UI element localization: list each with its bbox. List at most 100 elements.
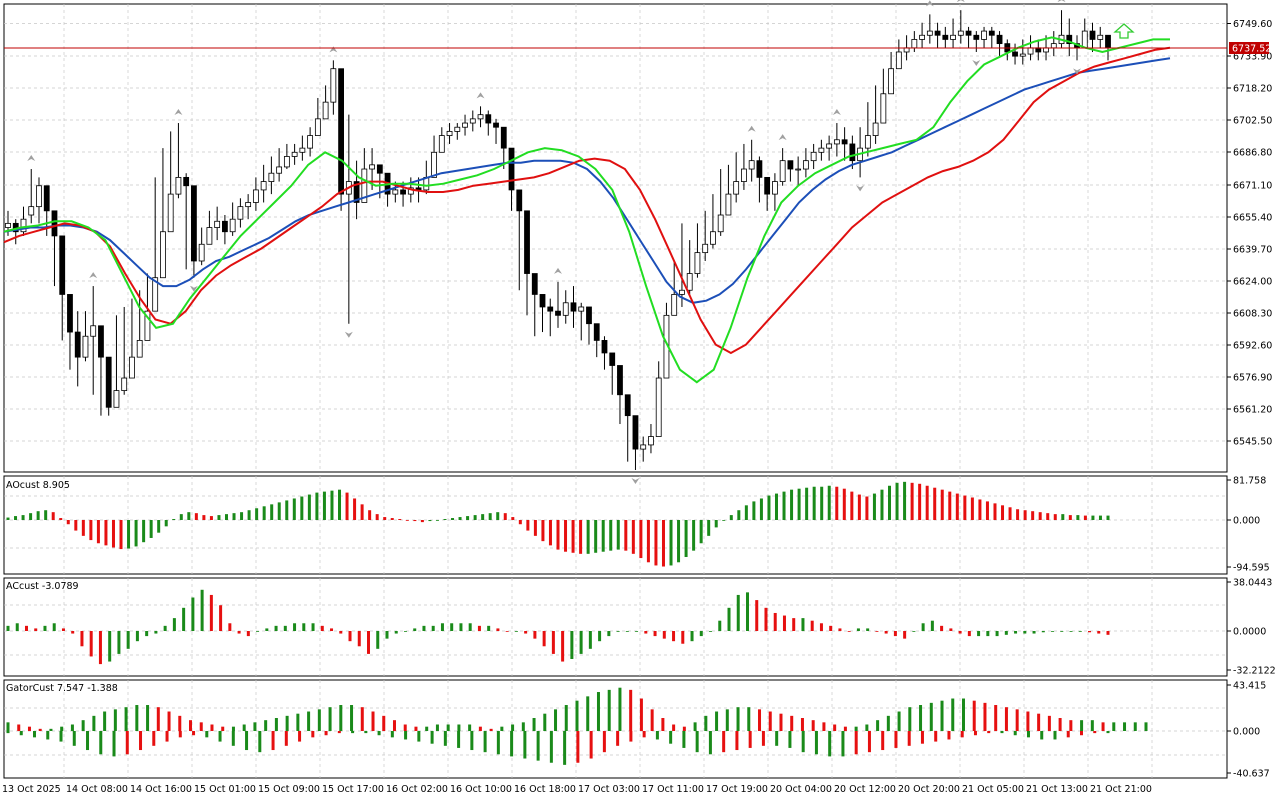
ac-bar [200,589,204,631]
gator-upper-bar [414,726,418,731]
time-tick-label: 21 Oct 05:00 [962,784,1024,795]
gator-upper-bar [274,718,278,731]
ao-bar [880,489,884,520]
gator-upper-bar [371,711,375,731]
ac-bar [1060,631,1064,632]
gator-upper-bar [1037,713,1041,731]
candle-body [818,147,825,153]
ac-bar [265,628,269,631]
gator-lower-bar [1053,731,1057,740]
candle-body [872,122,879,136]
ao-bar [292,498,296,520]
ao-bar [157,520,161,533]
gator-upper-bar [961,698,965,731]
gator-upper-bar [511,724,515,731]
ao-bar [1023,510,1027,520]
ao-bar [172,519,176,520]
ac-bar [949,628,953,631]
ao-bar [948,491,952,520]
fractal-up-icon [956,0,965,3]
candle-body [1027,47,1034,55]
candle-body [1081,30,1088,49]
gator-lower-bar [99,731,103,755]
ao-bar [322,491,326,520]
candle-body [206,227,213,245]
gator-upper-bar [521,722,525,731]
ao-bar [1106,515,1110,520]
price-tick-label: 6576.90 [1233,373,1272,384]
gator-upper-bar [843,726,847,731]
candle-body [1105,34,1111,49]
ao-bar [646,520,650,563]
gator-upper-bar [1112,722,1116,731]
ac-bar [958,631,962,634]
ao-bar [443,519,447,520]
ac-bar [293,623,297,631]
ao-bar [375,514,379,520]
gator-upper-bar [800,718,804,731]
gator-upper-bar [1004,707,1008,731]
ao-bar [910,482,914,520]
ao-bar [134,520,138,547]
ac-bar [598,631,602,642]
gator-upper-bar [135,705,139,731]
ac-bar [792,618,796,631]
ao-bar [300,496,304,520]
time-tick-label: 17 Oct 19:00 [706,784,768,795]
ao-bar [985,501,989,520]
candle-body [539,294,546,308]
candle-body [237,206,244,220]
time-tick-label: 13 Oct 2025 [2,784,61,795]
candle-body [167,193,174,233]
candle-body [82,335,89,358]
gator-lower-bar [311,731,315,738]
ao-bar [1046,513,1050,520]
ac-bar [1041,631,1045,633]
ao-bar [895,482,899,520]
gator-upper-bar [586,696,590,731]
gator-lower-bar [72,731,76,746]
ac-bar [921,623,925,631]
candle-body [624,394,631,417]
time-tick-label: 15 Oct 01:00 [194,784,256,795]
gator-upper-bar [210,724,214,731]
gator-lower-bar [483,731,487,753]
candle-body [245,202,252,208]
gator-lower-bar [841,731,845,757]
gator-upper-bar [307,711,311,731]
ao-bar [405,520,409,521]
gator-upper-bar [425,726,429,731]
ao-bar [44,510,48,520]
candle-body [144,310,151,341]
ao-bar [714,520,718,528]
gator-upper-bar [92,715,96,731]
ao-bar [59,518,63,520]
gator-lower-bar [629,731,633,742]
ao-bar [918,483,922,520]
candle-body [20,218,27,233]
ao-bar [488,513,492,520]
ac-bar [339,631,343,634]
ao-bar [285,500,289,520]
ao-bar [759,498,763,520]
ao-bar [111,520,115,548]
ao-bar [820,486,824,520]
ac-bar [496,628,500,631]
candle-body [1097,34,1104,40]
gator-upper-bar [70,724,74,731]
candle-body [438,135,445,153]
gator-upper-bar [6,722,10,731]
candle-body [431,151,437,178]
ac-bar [283,625,287,631]
gator-lower-bar [761,731,765,746]
candle-body [531,273,538,295]
ao-bar [782,491,786,520]
ac-bar [459,623,463,631]
ao-bar [458,517,462,520]
ac-bar [431,625,435,631]
ac-bar [681,631,685,644]
gator-lower-bar [430,731,434,744]
gator-lower-bar [616,731,620,746]
candle-body [175,176,182,195]
gator-lower-bar [231,731,235,746]
